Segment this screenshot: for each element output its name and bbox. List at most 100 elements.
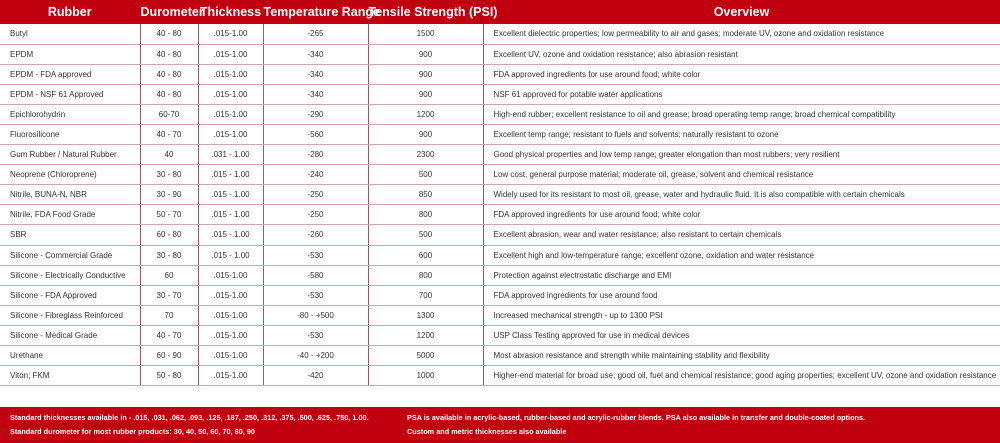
cell-tensile-strength: 600 [368,245,484,266]
column-header-temperature-range: Temperature Range [263,0,380,24]
cell-overview: Higher-end material for broad use; good … [483,365,1000,387]
cell-overview: Excellent temp range; resistant to fuels… [483,124,1000,146]
cell-durometer: 40 - 70 [140,124,199,146]
cell-temperature-range: -340 [263,84,369,105]
cell-rubber: Gum Rubber / Natural Rubber [0,144,141,166]
cell-rubber: Silicone - Commercial Grade [0,245,141,266]
cell-durometer: 40 [140,144,199,166]
cell-durometer: 30 - 70 [140,285,199,306]
cell-thickness: .015 - 1.00 [198,224,264,246]
cell-temperature-range: -40 - +200 [263,345,369,367]
cell-thickness: .015-1.00 [198,84,264,105]
cell-thickness: .015 - 1.00 [198,245,264,266]
cell-tensile-strength: 1000 [368,365,484,387]
cell-temperature-range: -340 [263,44,369,65]
cell-overview: Protection against electrostatic dischar… [483,265,1000,286]
table-row: Neoprene (Chloroprene) 30 - 80.015 - 1.00… [0,164,1000,186]
cell-rubber: Neoprene (Chloroprene) [0,164,141,186]
table-row: Viton; FKM 50 - 80.015-1.00 -420 1000 Higher… [0,365,1000,387]
column-header-thickness: Thickness [198,0,264,24]
cell-overview: Low cost, general purpose material; mode… [483,164,1000,186]
cell-rubber: Epichlorohydrin [0,104,141,125]
cell-overview: High-end rubber; excellent resistance to… [483,104,1000,125]
cell-tensile-strength: 900 [368,64,484,85]
cell-tensile-strength: 1200 [368,104,484,125]
header-row: Rubber Durometer Thickness Temperature Rang… [0,0,1000,24]
cell-thickness: .015-1.00 [198,285,264,306]
cell-temperature-range: -265 [263,24,369,45]
cell-tensile-strength: 800 [368,204,484,226]
table-row: Gum Rubber / Natural Rubber 40.031 - 1.00… [0,144,1000,166]
cell-overview: FDA approved ingredients for use around … [483,204,1000,226]
table-row: Butyl 40 - 80.015-1.00 -265 1500 Excellent d… [0,24,1000,45]
cell-overview: Increased mechanical strength - up to 13… [483,305,1000,326]
cell-temperature-range: -580 [263,265,369,286]
cell-temperature-range: -340 [263,64,369,85]
table-row: Epichlorohydrin 60-70.015-1.00 -290 1200 Hig… [0,104,1000,125]
cell-tensile-strength: 900 [368,84,484,105]
cell-durometer: 30 - 80 [140,245,199,266]
cell-thickness: .015-1.00 [198,44,264,65]
cell-thickness: .015-1.00 [198,365,264,387]
cell-thickness: .015-1.00 [198,124,264,146]
cell-thickness: .015-1.00 [198,305,264,326]
cell-durometer: 50 - 80 [140,365,199,387]
cell-thickness: .015-1.00 [198,64,264,85]
cell-overview: FDA approved ingredients for use around … [483,285,1000,306]
cell-temperature-range: -290 [263,104,369,125]
table-row: Silicone - Fibreglass Reinforced 70.015-1… [0,305,1000,326]
cell-rubber: Silicone - Electrically Conductive [0,265,141,286]
cell-tensile-strength: 900 [368,124,484,146]
cell-overview: Good physical properties and low temp ra… [483,144,1000,166]
cell-overview: Excellent UV, ozone and oxidation resist… [483,44,1000,65]
cell-durometer: 30 - 90 [140,184,199,206]
cell-durometer: 40 - 80 [140,84,199,105]
rubber-comparison-table: Rubber Durometer Thickness Temperature Rang… [0,0,1000,387]
cell-tensile-strength: 900 [368,44,484,65]
cell-temperature-range: -560 [263,124,369,146]
cell-thickness: .015 - 1.00 [198,204,264,226]
cell-durometer: 40 - 80 [140,44,199,65]
cell-rubber: Silicone - Medical Grade [0,325,141,347]
cell-tensile-strength: 800 [368,265,484,286]
cell-temperature-range: -420 [263,365,369,387]
thickness-note: Standard thicknesses available in - .015… [10,413,369,422]
cell-tensile-strength: 1300 [368,305,484,326]
cell-durometer: 40 - 80 [140,24,199,45]
cell-tensile-strength: 1500 [368,24,484,45]
cell-durometer: 60 - 90 [140,345,199,367]
cell-rubber: Fluorosilicone [0,124,141,146]
cell-temperature-range: -240 [263,164,369,186]
cell-thickness: .015-1.00 [198,24,264,45]
column-header-rubber: Rubber [0,0,141,24]
cell-thickness: .015 - 1.00 [198,184,264,206]
table-row: Silicone - Electrically Conductive 60.015… [0,265,1000,286]
cell-temperature-range: -280 [263,144,369,166]
cell-tensile-strength: 500 [368,164,484,186]
cell-overview: USP Class Testing approved for use in me… [483,325,1000,347]
cell-overview: Excellent high and low-temperature range… [483,245,1000,266]
column-header-tensile-strength: Tensile Strength (PSI) [368,0,497,24]
column-header-durometer: Durometer [140,0,204,24]
cell-overview: Most abrasion resistance and strength wh… [483,345,1000,367]
cell-overview: FDA approved ingredients for use around … [483,64,1000,85]
cell-rubber: Nitrile, FDA Food Grade [0,204,141,226]
cell-durometer: 60 [140,265,199,286]
column-header-overview: Overview [483,0,1000,24]
table-row: Fluorosilicone 40 - 70.015-1.00 -560 900 Exc… [0,124,1000,146]
table-row: EPDM - FDA approved 40 - 80.015-1.00 -340 9… [0,64,1000,85]
cell-tensile-strength: 2300 [368,144,484,166]
cell-rubber: Silicone - Fibreglass Reinforced [0,305,141,326]
cell-temperature-range: -250 [263,204,369,226]
table-row: EPDM - NSF 61 Approved 40 - 80.015-1.00 -3… [0,84,1000,105]
cell-rubber: EPDM [0,44,141,65]
cell-durometer: 70 [140,305,199,326]
cell-durometer: 60 - 80 [140,224,199,246]
table-row: Nitrile, FDA Food Grade 50 - 70.015 - 1.0… [0,204,1000,226]
table-row: EPDM 40 - 80.015-1.00 -340 900 Excellent UV,… [0,44,1000,65]
cell-temperature-range: -250 [263,184,369,206]
cell-rubber: Viton; FKM [0,365,141,387]
table-row: Silicone - FDA Approved 30 - 70.015-1.00-… [0,285,1000,306]
cell-temperature-range: -80 - +500 [263,305,369,326]
cell-overview: Excellent abrasion, wear and water resis… [483,224,1000,246]
